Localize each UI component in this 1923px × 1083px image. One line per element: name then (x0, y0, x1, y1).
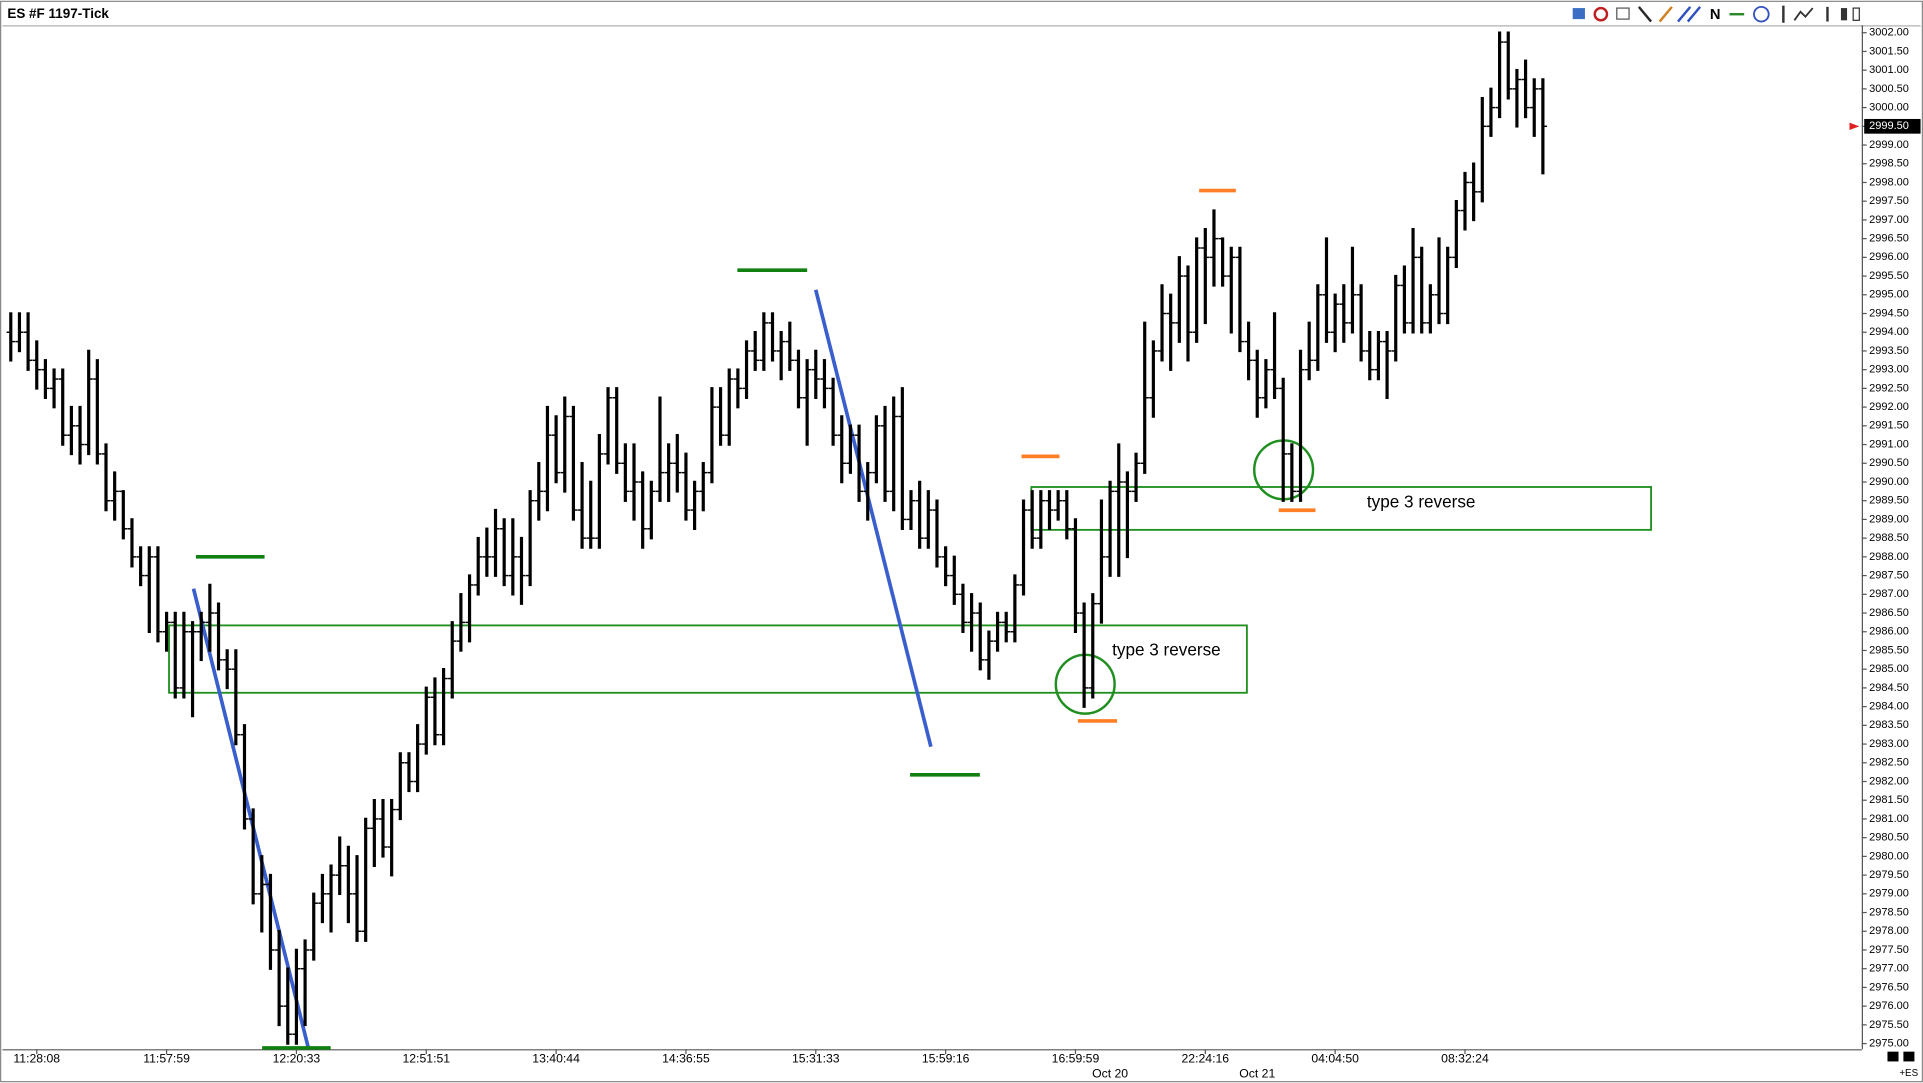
last-price-label: 2999.50 (1869, 120, 1909, 132)
y-tick-label: 2975.00 (1869, 1037, 1909, 1049)
y-tick-label: 2979.00 (1869, 888, 1909, 900)
annotation-text: type 3 reverse (1367, 491, 1476, 511)
toolbar-icon[interactable] (1637, 6, 1653, 23)
y-tick-label: 3000.00 (1869, 102, 1909, 114)
last-price-arrow (1849, 122, 1860, 130)
toolbar-icon-letter[interactable]: N (1710, 7, 1721, 23)
toolbar: N (1572, 5, 1860, 23)
x-tick-label: 15:59:16 (922, 1052, 970, 1066)
toolbar-icon[interactable] (1616, 7, 1630, 20)
time-axis: 11:28:08 11:57:59 12:20:33 12:51:51 13:40:44… (13, 1049, 1489, 1080)
y-tick-label: 2985.50 (1869, 644, 1909, 656)
price-axis: 2975.00 2975.50 2976.00 2976.50 2977.00 2977.… (1861, 27, 1909, 1049)
x-tick-label: 22:24:16 (1181, 1052, 1229, 1066)
y-tick-label: 2980.00 (1869, 850, 1909, 862)
toolbar-icon[interactable] (1852, 7, 1860, 21)
y-tick-label: 2976.00 (1869, 1000, 1909, 1012)
y-tick-label: 2995.50 (1869, 270, 1909, 282)
x-tick-label: 11:57:59 (143, 1052, 190, 1066)
y-tick-label: 2997.50 (1869, 195, 1909, 207)
y-tick-label: 2991.00 (1869, 438, 1909, 450)
y-tick-label: 2998.00 (1869, 176, 1909, 188)
y-tick-label: 2996.00 (1869, 251, 1909, 263)
y-tick-label: 2996.50 (1869, 233, 1909, 245)
x-tick-label: 13:40:44 (532, 1052, 580, 1066)
toolbar-icon[interactable] (1658, 6, 1673, 23)
y-tick-label: 2977.50 (1869, 944, 1909, 956)
x-tick-label: 12:20:33 (273, 1052, 321, 1066)
y-tick-label: 2992.00 (1869, 401, 1909, 413)
x-tick-label: 16:59:59 (1052, 1052, 1100, 1066)
symbol-tag: +ES (1899, 1068, 1918, 1079)
toolbar-icon[interactable] (1677, 6, 1692, 23)
y-tick-label: 2982.00 (1869, 775, 1909, 787)
y-tick-label: 2993.00 (1869, 364, 1909, 376)
y-tick-label: 2982.50 (1869, 757, 1909, 769)
annotations: type 3 reverse type 3 reverse (168, 188, 1653, 1050)
x-tick-label: 08:32:24 (1441, 1052, 1489, 1066)
y-tick-label: 2978.00 (1869, 925, 1909, 937)
y-tick-label: 2981.00 (1869, 813, 1909, 825)
corner-button[interactable] (1887, 1051, 1899, 1062)
toolbar-icon[interactable] (1572, 8, 1585, 20)
y-tick-label: 2993.50 (1869, 345, 1909, 357)
y-tick-label: 2988.00 (1869, 551, 1909, 563)
toolbar-icon[interactable] (1753, 5, 1770, 23)
y-tick-label: 2987.00 (1869, 588, 1909, 600)
y-tick-label: 2977.00 (1869, 963, 1909, 975)
zone-box (168, 624, 1248, 694)
y-tick-label: 3001.00 (1869, 64, 1909, 76)
y-tick-label: 2990.50 (1869, 457, 1909, 469)
y-tick-label: 2991.50 (1869, 420, 1909, 432)
y-tick-label: 2986.00 (1869, 626, 1909, 638)
y-tick-label: 2985.00 (1869, 663, 1909, 675)
chart-title: ES #F 1197-Tick (7, 6, 109, 21)
x-tick-label: 14:36:55 (662, 1052, 710, 1066)
annotation-text: type 3 reverse (1112, 640, 1221, 660)
y-tick-label: 2999.00 (1869, 139, 1909, 151)
y-tick-label: 2998.50 (1869, 158, 1909, 170)
y-tick-label: 2976.50 (1869, 981, 1909, 993)
toolbar-icon[interactable] (1793, 7, 1814, 21)
y-tick-label: 2979.50 (1869, 869, 1909, 881)
x-tick-label: 12:51:51 (402, 1052, 450, 1066)
y-tick-label: 2983.00 (1869, 738, 1909, 750)
y-tick-label: 2989.50 (1869, 495, 1909, 507)
last-price-box (1864, 118, 1921, 134)
y-tick-label: 2987.50 (1869, 569, 1909, 581)
y-tick-label: 2983.50 (1869, 719, 1909, 731)
y-tick-label: 3002.00 (1869, 27, 1909, 39)
trend-line (813, 289, 933, 748)
y-tick-label: 2990.00 (1869, 476, 1909, 488)
y-tick-label: 2980.50 (1869, 832, 1909, 844)
y-tick-label: 3000.50 (1869, 83, 1909, 95)
y-tick-label: 2994.50 (1869, 307, 1909, 319)
y-tick-label: 2975.50 (1869, 1019, 1909, 1031)
y-tick-label: 2981.50 (1869, 794, 1909, 806)
x-tick-label: 04:04:50 (1311, 1052, 1359, 1066)
date-label: Oct 21 (1239, 1066, 1275, 1080)
y-tick-label: 2978.50 (1869, 906, 1909, 918)
y-tick-label: 2994.00 (1869, 326, 1909, 338)
y-tick-label: 2989.00 (1869, 513, 1909, 525)
toolbar-icon[interactable] (1593, 6, 1609, 22)
x-tick-label: 15:31:33 (792, 1052, 840, 1066)
corner-button[interactable] (1903, 1051, 1915, 1062)
y-tick-label: 2984.50 (1869, 682, 1909, 694)
y-tick-label: 2988.50 (1869, 532, 1909, 544)
date-label: Oct 20 (1092, 1066, 1128, 1080)
y-tick-label: 2986.50 (1869, 607, 1909, 619)
y-tick-label: 2997.00 (1869, 214, 1909, 226)
toolbar-icon[interactable] (1686, 6, 1702, 23)
y-tick-label: 2992.50 (1869, 382, 1909, 394)
x-tick-label: 11:28:08 (13, 1052, 60, 1066)
price-bars (6, 31, 1548, 1045)
y-tick-label: 3001.50 (1869, 45, 1909, 57)
y-tick-label: 2995.00 (1869, 289, 1909, 301)
y-tick-label: 2984.00 (1869, 701, 1909, 713)
toolbar-icon[interactable] (1840, 8, 1848, 21)
